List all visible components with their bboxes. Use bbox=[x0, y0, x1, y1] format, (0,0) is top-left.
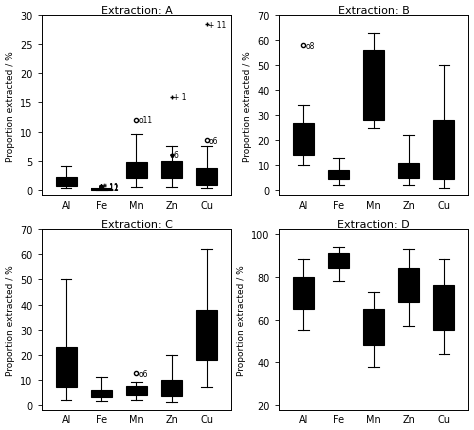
Title: Extraction: A: Extraction: A bbox=[100, 6, 173, 15]
PathPatch shape bbox=[293, 277, 314, 309]
PathPatch shape bbox=[161, 161, 182, 178]
PathPatch shape bbox=[363, 309, 384, 345]
Title: Extraction: C: Extraction: C bbox=[100, 219, 173, 229]
Y-axis label: Proportion extracted / %: Proportion extracted / % bbox=[237, 264, 246, 375]
Text: * 12: * 12 bbox=[103, 184, 119, 193]
PathPatch shape bbox=[161, 380, 182, 396]
Title: Extraction: D: Extraction: D bbox=[337, 219, 410, 229]
PathPatch shape bbox=[196, 168, 217, 186]
Y-axis label: Proportion extracted / %: Proportion extracted / % bbox=[243, 51, 252, 161]
PathPatch shape bbox=[91, 390, 112, 397]
Text: o11: o11 bbox=[138, 116, 152, 125]
PathPatch shape bbox=[328, 171, 349, 180]
PathPatch shape bbox=[398, 163, 419, 178]
PathPatch shape bbox=[328, 253, 349, 268]
Title: Extraction: B: Extraction: B bbox=[338, 6, 410, 15]
PathPatch shape bbox=[398, 268, 419, 303]
Y-axis label: Proportion extracted / %: Proportion extracted / % bbox=[6, 264, 15, 375]
PathPatch shape bbox=[55, 347, 77, 387]
Text: o8: o8 bbox=[305, 42, 315, 51]
Text: * 11: * 11 bbox=[103, 183, 119, 191]
Y-axis label: Proportion extracted / %: Proportion extracted / % bbox=[6, 51, 15, 161]
Text: + 11: + 11 bbox=[209, 21, 227, 30]
Text: 6: 6 bbox=[173, 151, 178, 160]
PathPatch shape bbox=[126, 163, 147, 178]
Text: * 11: * 11 bbox=[103, 183, 119, 192]
PathPatch shape bbox=[363, 51, 384, 121]
PathPatch shape bbox=[433, 121, 455, 180]
PathPatch shape bbox=[293, 124, 314, 156]
Text: o6: o6 bbox=[209, 136, 218, 145]
Text: o6: o6 bbox=[138, 369, 148, 378]
PathPatch shape bbox=[126, 386, 147, 395]
Text: + 1: + 1 bbox=[173, 93, 187, 102]
PathPatch shape bbox=[433, 286, 455, 331]
PathPatch shape bbox=[196, 310, 217, 360]
PathPatch shape bbox=[55, 178, 77, 186]
